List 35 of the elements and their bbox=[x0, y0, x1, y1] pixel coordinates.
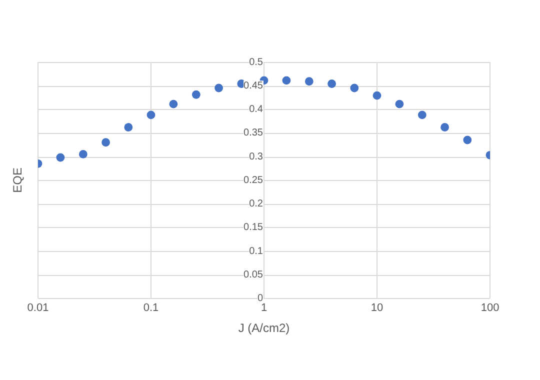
point bbox=[146, 110, 156, 120]
y-tick-label: 0.05 bbox=[244, 270, 264, 281]
point bbox=[78, 150, 88, 158]
y-axis-title: EQE bbox=[10, 168, 24, 193]
point bbox=[214, 84, 223, 92]
x-tick-label: 1 bbox=[260, 302, 268, 314]
x-tick-label: 0.01 bbox=[27, 302, 49, 314]
y-tick-label: 0.25 bbox=[244, 174, 264, 186]
point bbox=[440, 123, 449, 132]
y-tick-label: 0.2 bbox=[249, 198, 264, 210]
y-tick-label: 0.45 bbox=[244, 80, 264, 92]
x-tick-label: 10 bbox=[370, 302, 384, 314]
point bbox=[372, 91, 382, 100]
y-tick-label: 0 bbox=[257, 293, 264, 304]
x-tick-label: 100 bbox=[480, 302, 500, 314]
point bbox=[350, 84, 359, 92]
point bbox=[282, 76, 291, 85]
point bbox=[56, 153, 65, 162]
point bbox=[395, 100, 404, 108]
point bbox=[418, 110, 426, 120]
x-tick-label: 0.1 bbox=[143, 302, 159, 314]
point bbox=[169, 100, 178, 108]
point bbox=[124, 123, 133, 132]
y-tick-label: 0.5 bbox=[249, 56, 264, 68]
x-axis-title: J (A/cm2) bbox=[238, 321, 290, 336]
point bbox=[328, 80, 336, 88]
point bbox=[192, 90, 200, 99]
point bbox=[304, 77, 314, 86]
y-tick-label: 0.4 bbox=[249, 104, 264, 116]
y-tick-label: 0.1 bbox=[249, 246, 264, 257]
y-tick-label: 0.35 bbox=[244, 128, 264, 139]
y-tick-label: 0.3 bbox=[249, 151, 264, 162]
y-tick-label: 0.15 bbox=[244, 222, 264, 234]
point bbox=[463, 136, 472, 144]
point bbox=[102, 138, 110, 147]
